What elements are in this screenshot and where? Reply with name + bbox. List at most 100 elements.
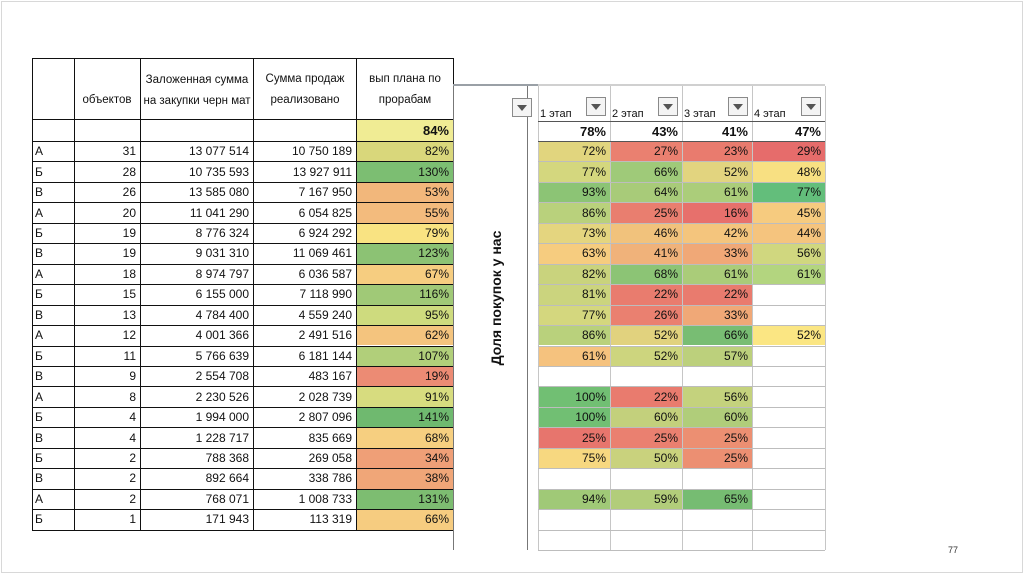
share-cell: 25% xyxy=(682,427,752,448)
completion-cell: 53% xyxy=(356,181,453,203)
grid-hline xyxy=(538,530,825,531)
grid-hline xyxy=(32,366,453,367)
grid-hline xyxy=(538,346,825,347)
grid-hline xyxy=(538,366,825,367)
share-cell xyxy=(610,529,682,550)
share-cell: 59% xyxy=(610,488,682,510)
share-cell xyxy=(752,488,825,510)
header-sales-sum: Сумма продаж реализовано xyxy=(265,73,345,106)
grid-hline xyxy=(32,141,453,142)
grid-hline xyxy=(538,468,825,469)
planned-sum-cell: 5 766 639 xyxy=(195,348,249,363)
completion-cell: 123% xyxy=(356,243,453,264)
share-cell: 52% xyxy=(610,325,682,346)
stage-header-2: 2 этап xyxy=(612,108,644,120)
dropdown-arrow-icon xyxy=(517,104,527,111)
share-cell xyxy=(538,509,610,530)
completion-cell: 38% xyxy=(356,468,453,489)
share-cell: 25% xyxy=(610,427,682,448)
share-cell: 66% xyxy=(610,161,682,182)
sales-sum-cell: 6 036 587 xyxy=(298,266,352,281)
grid-hline xyxy=(32,489,453,490)
share-cell: 26% xyxy=(610,304,682,326)
grid-hline xyxy=(538,243,825,244)
share-cell xyxy=(752,345,825,366)
grid-hline xyxy=(538,509,825,510)
share-cell: 57% xyxy=(682,345,752,366)
grid-hline xyxy=(32,182,453,183)
planned-sum-cell: 11 041 290 xyxy=(189,205,249,220)
share-cell: 77% xyxy=(538,161,610,182)
group-cell: А xyxy=(35,389,44,404)
grid-hline xyxy=(32,243,453,244)
stage-total-2: 43% xyxy=(651,123,678,139)
share-cell: 22% xyxy=(610,284,682,305)
planned-sum-cell: 8 776 324 xyxy=(195,226,249,241)
share-cell: 50% xyxy=(610,447,682,469)
sales-sum-cell: 269 058 xyxy=(308,450,352,465)
grid-hline xyxy=(538,448,825,449)
grid-hline xyxy=(32,58,453,59)
total-completion: 84% xyxy=(357,119,453,141)
share-cell: 45% xyxy=(752,202,825,223)
stage-header-1: 1 этап xyxy=(540,108,572,120)
header-planned-sum: Заложенная сумма на закупки черн мат xyxy=(143,74,251,107)
filter-button-stage-1[interactable] xyxy=(586,97,606,116)
sales-sum-cell: 2 491 516 xyxy=(298,328,352,343)
share-cell: 100% xyxy=(538,386,610,407)
objects-cell: 18 xyxy=(122,266,136,281)
objects-cell: 15 xyxy=(122,287,136,302)
grid-hline xyxy=(32,427,453,428)
share-cell xyxy=(752,365,825,387)
filter-button-stage-4[interactable] xyxy=(801,97,821,116)
objects-cell: 2 xyxy=(129,471,136,486)
grid-hline xyxy=(32,305,453,306)
objects-cell: 28 xyxy=(122,164,136,179)
filter-button-label[interactable] xyxy=(512,98,532,117)
grid-vline xyxy=(682,86,683,550)
share-cell: 65% xyxy=(682,488,752,510)
header-strip xyxy=(538,84,825,86)
share-cell xyxy=(752,509,825,530)
grid-vline xyxy=(356,58,357,530)
share-cell: 60% xyxy=(610,406,682,428)
completion-cell: 116% xyxy=(356,284,453,305)
objects-cell: 13 xyxy=(122,307,136,322)
group-cell: Б xyxy=(35,410,43,425)
grid-hline xyxy=(538,182,825,183)
grid-vline xyxy=(253,58,254,530)
share-cell: 25% xyxy=(538,427,610,448)
grid-vline xyxy=(610,86,611,550)
grid-vline xyxy=(825,86,826,550)
grid-hline xyxy=(538,161,825,162)
completion-cell: 34% xyxy=(356,447,453,469)
share-cell: 16% xyxy=(682,202,752,223)
planned-sum-cell: 768 071 xyxy=(205,491,249,506)
share-cell: 56% xyxy=(752,243,825,264)
share-cell: 82% xyxy=(538,263,610,285)
completion-cell: 66% xyxy=(356,509,453,530)
grid-vline xyxy=(140,58,141,530)
share-cell xyxy=(682,365,752,387)
group-cell: В xyxy=(35,471,44,486)
filter-button-stage-2[interactable] xyxy=(658,97,678,116)
share-cell: 66% xyxy=(682,325,752,346)
group-cell: Б xyxy=(35,348,43,363)
sales-sum-cell: 6 924 292 xyxy=(298,226,352,241)
share-cell: 52% xyxy=(752,325,825,346)
share-cell: 100% xyxy=(538,406,610,428)
objects-cell: 4 xyxy=(129,430,136,445)
group-cell: А xyxy=(35,491,44,506)
header-plan-completion: вып плана по прорабам xyxy=(369,73,441,106)
share-cell xyxy=(610,365,682,387)
share-cell: 41% xyxy=(610,243,682,264)
sales-sum-cell: 10 750 189 xyxy=(291,144,352,159)
sales-sum-cell: 835 669 xyxy=(308,430,352,445)
completion-cell: 79% xyxy=(356,222,453,244)
planned-sum-cell: 892 664 xyxy=(205,471,249,486)
grid-hline xyxy=(538,141,825,142)
share-cell xyxy=(538,529,610,550)
filter-button-stage-3[interactable] xyxy=(728,97,748,116)
grid-hline xyxy=(538,427,825,428)
grid-hline xyxy=(32,468,453,469)
